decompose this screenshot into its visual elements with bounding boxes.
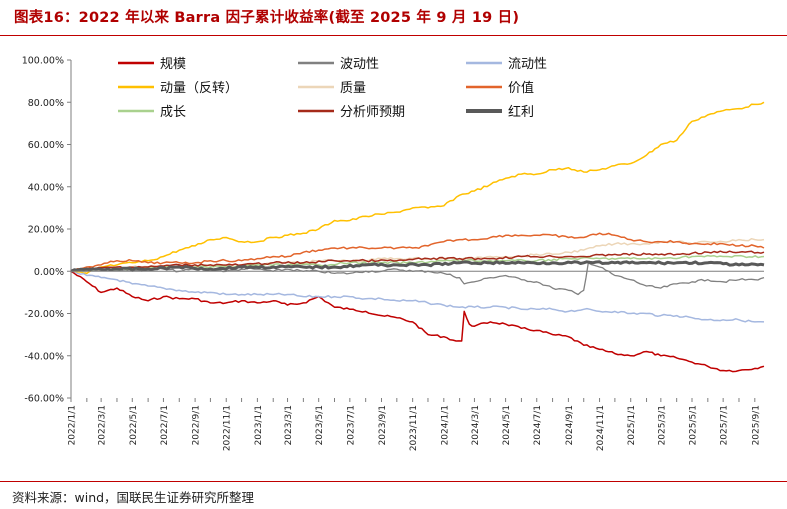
x-tick-label: 2024/9/1 (565, 405, 575, 445)
y-tick-label: 60.00% (28, 140, 64, 151)
series-line-9 (70, 260, 765, 273)
x-tick-label: 2024/5/1 (502, 405, 512, 445)
x-tick-label: 2025/7/1 (720, 405, 730, 445)
x-tick-label: 2022/1/1 (68, 405, 78, 445)
x-tick-label: 2022/3/1 (98, 405, 108, 445)
x-tick-label: 2023/7/1 (346, 405, 356, 445)
x-tick-label: 2023/5/1 (315, 405, 325, 445)
source-note: 资料来源：wind，国联民生证券研究所整理 (12, 490, 255, 505)
series-line-8 (70, 250, 765, 273)
line-chart: 100.00% 80.00% 60.00% 40.00% 20.00% 0.00% -20.… (22, 56, 765, 451)
legend-label-3: 流动性 (508, 57, 547, 72)
title-divider (0, 35, 787, 36)
x-tick-label: 2024/11/1 (596, 405, 606, 451)
x-tick-label: 2023/1/1 (254, 405, 264, 445)
source-divider (0, 481, 787, 482)
x-tick-label: 2025/9/1 (751, 405, 761, 445)
x-tick-label: 2025/5/1 (688, 405, 698, 445)
y-tick-label: -40.00% (24, 351, 64, 362)
y-tick-label: 100.00% (22, 56, 64, 67)
series-line-1 (70, 270, 765, 373)
series-line-4 (70, 101, 765, 275)
y-tick-label: -60.00% (24, 394, 64, 405)
y-tick-label: -20.00% (24, 309, 64, 320)
y-tick-label: 40.00% (28, 182, 64, 193)
legend-label-9: 红利 (508, 104, 534, 120)
series-line-3 (71, 270, 765, 323)
x-tick-label: 2023/11/1 (409, 405, 419, 451)
legend-label-4: 动量（反转） (160, 81, 238, 96)
x-tick-label: 2023/9/1 (378, 405, 388, 445)
x-tick-label: 2024/1/1 (440, 405, 450, 445)
legend-label-2: 波动性 (340, 57, 379, 72)
legend-label-7: 成长 (160, 105, 186, 120)
x-tick-label: 2025/1/1 (627, 405, 637, 445)
x-tick-label: 2022/11/1 (223, 405, 233, 451)
legend-label-5: 质量 (340, 81, 366, 96)
x-tick-label: 2022/5/1 (129, 405, 139, 445)
x-tick-label: 2022/9/1 (192, 405, 202, 445)
figure-title: 图表16：2022 年以来 Barra 因子累计收益率(截至 2025 年 9 … (14, 10, 520, 26)
plot-area: 100.00% 80.00% 60.00% 40.00% 20.00% 0.00% -20.… (22, 56, 765, 451)
y-tick-label: 80.00% (28, 98, 64, 109)
series-line-6 (70, 232, 765, 272)
x-tick-label: 2024/3/1 (471, 405, 481, 445)
y-tick-label: 0.00% (34, 267, 64, 278)
x-tick-label: 2025/3/1 (657, 405, 667, 445)
x-tick-label: 2023/3/1 (284, 405, 294, 445)
x-tick-label: 2022/7/1 (160, 405, 170, 445)
x-tick-label: 2024/7/1 (533, 405, 543, 445)
legend-label-6: 价值 (508, 80, 534, 96)
legend-label-1: 规模 (160, 57, 186, 72)
legend-label-8: 分析师预期 (340, 105, 405, 120)
y-tick-label: 20.00% (28, 225, 64, 236)
